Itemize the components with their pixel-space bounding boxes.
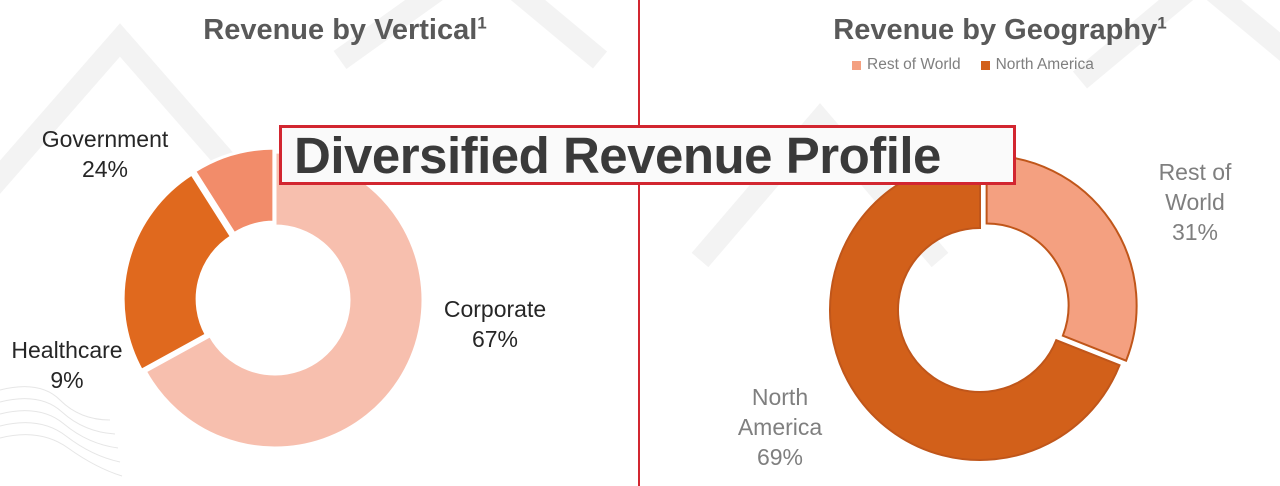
data-label-healthcare: Healthcare 9%: [0, 335, 134, 395]
legend-item-rest-of-world: Rest of World: [852, 56, 961, 74]
donut-slice-corporate: [143, 150, 425, 450]
chart-title-geography: Revenue by Geography1: [833, 13, 1167, 46]
legend-label-rest-of-world: Rest of World: [867, 56, 961, 73]
data-label-rest-of-world: Rest of World 31%: [1135, 157, 1255, 247]
data-label-rest-of-world-line2: World: [1165, 189, 1225, 215]
data-label-government: Government 24%: [30, 124, 180, 184]
legend-label-north-america: North America: [995, 56, 1094, 73]
data-label-corporate-name: Corporate: [443, 296, 547, 322]
data-label-north-america-value: 69%: [756, 444, 804, 470]
data-label-government-name: Government: [41, 126, 169, 152]
banner-title: Diversified Revenue Profile: [294, 126, 941, 184]
data-label-north-america-line2: America: [737, 414, 823, 440]
data-label-healthcare-name: Healthcare: [11, 337, 123, 363]
legend-swatch-rest-of-world: [852, 60, 861, 70]
data-label-north-america-line1: North: [751, 384, 809, 410]
chart-title-vertical: Revenue by Vertical1: [203, 13, 487, 46]
donut-slice-government: [121, 171, 234, 373]
donut-slice-healthcare: [192, 146, 276, 236]
donut-slice-rest-of-world: [985, 154, 1138, 363]
data-label-healthcare-value: 9%: [50, 367, 84, 393]
banner: Diversified Revenue Profile: [279, 125, 1016, 185]
section-divider: [638, 0, 640, 486]
data-label-government-value: 24%: [81, 156, 129, 182]
data-label-rest-of-world-line1: Rest of: [1158, 159, 1232, 185]
legend-swatch-north-america: [980, 60, 990, 70]
legend-item-north-america: North America: [980, 56, 1094, 74]
geography-legend: Rest of World North America: [852, 56, 1094, 74]
data-label-rest-of-world-value: 31%: [1171, 219, 1219, 245]
data-label-corporate-value: 67%: [471, 326, 519, 352]
data-label-north-america: North America 69%: [720, 382, 840, 472]
data-label-corporate: Corporate 67%: [430, 294, 560, 354]
